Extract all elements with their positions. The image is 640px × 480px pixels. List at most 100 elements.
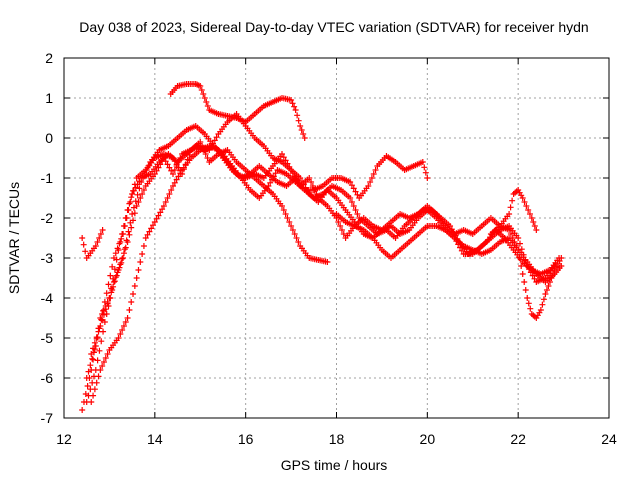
y-tick-label: -1 bbox=[41, 170, 54, 186]
data-point bbox=[164, 161, 171, 168]
data-point bbox=[458, 247, 465, 254]
data-point bbox=[99, 227, 106, 233]
data-point bbox=[153, 167, 160, 174]
data-point bbox=[122, 244, 129, 251]
data-point bbox=[132, 198, 139, 205]
y-tick-label: -6 bbox=[41, 370, 54, 386]
data-point bbox=[93, 379, 100, 386]
data-point bbox=[173, 176, 180, 183]
data-point bbox=[301, 135, 308, 141]
data-point bbox=[80, 241, 87, 248]
data-point bbox=[521, 279, 528, 285]
y-axis-label: SDTVAR / TECUs bbox=[6, 182, 22, 294]
data-point bbox=[558, 255, 565, 261]
data-point bbox=[352, 188, 359, 195]
data-point bbox=[100, 359, 107, 365]
data-point bbox=[131, 210, 138, 217]
data-point bbox=[300, 131, 307, 137]
data-point bbox=[304, 187, 311, 194]
data-point bbox=[539, 301, 546, 308]
data-point bbox=[511, 239, 518, 245]
series-sat-e bbox=[88, 111, 558, 357]
series-sat-i bbox=[487, 223, 565, 321]
data-point bbox=[177, 155, 184, 161]
data-point bbox=[135, 199, 142, 205]
data-point bbox=[130, 217, 137, 224]
data-point bbox=[87, 362, 94, 369]
data-point bbox=[102, 355, 109, 361]
data-point bbox=[90, 392, 97, 399]
data-point bbox=[145, 163, 152, 169]
data-point bbox=[166, 164, 173, 171]
data-point bbox=[170, 171, 176, 177]
data-point bbox=[115, 267, 122, 273]
data-point bbox=[110, 283, 117, 290]
data-point bbox=[530, 219, 537, 225]
data-point bbox=[173, 163, 180, 169]
data-point bbox=[117, 261, 124, 268]
data-point bbox=[291, 231, 298, 237]
data-point bbox=[108, 289, 115, 296]
data-point bbox=[506, 211, 513, 217]
data-point bbox=[107, 272, 114, 279]
data-point bbox=[337, 223, 344, 229]
data-point bbox=[129, 211, 136, 217]
data-point bbox=[130, 187, 137, 194]
data-point bbox=[153, 215, 160, 222]
data-point bbox=[109, 263, 116, 270]
y-tick-label: 2 bbox=[45, 50, 53, 66]
data-point bbox=[292, 107, 299, 113]
data-point bbox=[120, 323, 127, 329]
data-point bbox=[121, 223, 128, 229]
data-point bbox=[525, 207, 532, 213]
data-point bbox=[170, 183, 176, 189]
data-point bbox=[526, 211, 533, 217]
data-point bbox=[125, 207, 132, 213]
data-point bbox=[105, 281, 112, 288]
y-tick-label: -2 bbox=[41, 210, 54, 226]
data-point bbox=[128, 224, 135, 231]
data-point bbox=[282, 157, 289, 164]
data-point bbox=[282, 211, 289, 217]
data-point bbox=[160, 203, 167, 209]
data-point bbox=[166, 191, 173, 197]
data-point bbox=[309, 183, 316, 189]
data-point bbox=[533, 227, 540, 233]
data-point bbox=[265, 183, 272, 189]
data-point bbox=[136, 178, 143, 185]
data-point bbox=[269, 176, 276, 183]
data-point bbox=[130, 291, 137, 297]
x-tick-label: 14 bbox=[147, 431, 163, 447]
data-point bbox=[286, 219, 293, 225]
data-point bbox=[157, 161, 164, 168]
data-point bbox=[279, 151, 285, 157]
data-point bbox=[529, 272, 536, 279]
data-point bbox=[509, 197, 516, 204]
data-point bbox=[119, 255, 126, 262]
data-point bbox=[267, 179, 274, 186]
data-point bbox=[198, 87, 205, 93]
data-point bbox=[113, 272, 120, 279]
data-point bbox=[537, 307, 544, 313]
data-point bbox=[506, 227, 513, 233]
data-point bbox=[98, 316, 105, 323]
data-point bbox=[118, 235, 125, 242]
data-point bbox=[131, 283, 138, 289]
data-point bbox=[104, 351, 111, 357]
x-tick-label: 24 bbox=[601, 431, 617, 447]
data-point bbox=[523, 203, 530, 209]
y-tick-label: -7 bbox=[41, 410, 54, 426]
data-point bbox=[519, 195, 526, 201]
data-point bbox=[157, 209, 164, 216]
data-point bbox=[370, 171, 377, 177]
data-point bbox=[123, 215, 130, 221]
data-point bbox=[302, 184, 309, 191]
data-point bbox=[348, 182, 355, 189]
series-sat-h bbox=[333, 187, 540, 237]
data-point bbox=[92, 243, 99, 249]
data-point bbox=[203, 99, 210, 105]
data-point bbox=[211, 137, 218, 144]
data-point bbox=[528, 215, 535, 221]
